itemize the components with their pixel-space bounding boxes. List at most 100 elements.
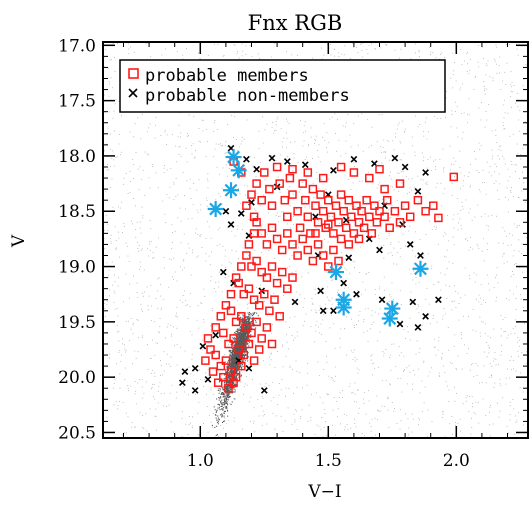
field-star: [515, 326, 516, 327]
field-star: [123, 223, 125, 224]
field-star: [246, 321, 248, 323]
field-star: [455, 111, 456, 112]
field-star: [247, 317, 249, 319]
field-star: [392, 140, 394, 142]
field-star: [225, 401, 227, 403]
field-star: [499, 183, 501, 185]
field-star: [248, 343, 250, 345]
field-star: [515, 422, 517, 423]
field-star: [207, 369, 209, 371]
field-star: [136, 319, 138, 320]
field-star: [345, 126, 346, 128]
field-star: [243, 332, 245, 334]
field-star: [304, 121, 306, 122]
field-star: [341, 53, 343, 55]
field-star: [234, 332, 236, 334]
field-star: [246, 304, 248, 305]
field-star: [241, 333, 243, 335]
field-star: [411, 431, 413, 433]
field-star: [433, 160, 434, 162]
field-star: [214, 122, 215, 124]
field-star: [201, 119, 203, 121]
field-star: [445, 256, 447, 258]
field-star: [127, 416, 129, 418]
field-star: [259, 58, 260, 60]
field-star: [236, 367, 238, 369]
field-star: [195, 228, 197, 230]
field-star: [407, 418, 409, 420]
field-star: [397, 216, 399, 217]
field-star: [230, 350, 232, 352]
field-star: [368, 390, 369, 392]
field-star: [112, 43, 114, 45]
field-star: [228, 168, 230, 169]
field-star: [218, 143, 220, 145]
field-star: [436, 118, 438, 119]
field-star: [371, 324, 373, 325]
field-star: [201, 339, 203, 341]
field-star: [328, 299, 330, 301]
field-star: [354, 206, 356, 208]
field-star: [393, 304, 395, 306]
field-star: [221, 404, 223, 406]
field-star: [419, 124, 421, 125]
field-star: [202, 360, 204, 362]
field-star: [383, 355, 385, 357]
field-star: [435, 166, 436, 167]
field-star: [183, 386, 184, 388]
field-star: [236, 328, 238, 330]
field-star: [440, 54, 441, 55]
field-star: [316, 392, 317, 394]
field-star: [448, 389, 450, 391]
field-star: [140, 249, 142, 251]
field-star: [384, 405, 386, 407]
field-star: [300, 120, 301, 122]
field-star: [389, 384, 391, 386]
field-star: [485, 323, 487, 325]
field-star: [134, 426, 136, 428]
field-star: [229, 369, 231, 371]
field-star: [327, 43, 328, 45]
field-star: [121, 151, 122, 153]
field-star: [390, 185, 392, 187]
field-star: [118, 351, 120, 353]
field-star: [212, 156, 214, 158]
field-star: [223, 415, 225, 417]
field-star: [469, 396, 470, 398]
field-star: [145, 413, 147, 415]
field-star: [240, 330, 242, 332]
field-star: [462, 206, 463, 207]
field-star: [488, 171, 490, 173]
field-star: [228, 371, 230, 373]
field-star: [444, 274, 446, 276]
field-star: [364, 435, 365, 436]
field-star: [197, 305, 199, 307]
field-star: [244, 354, 246, 356]
field-star: [311, 309, 312, 311]
field-star: [104, 248, 106, 250]
field-star: [214, 120, 216, 121]
field-star: [180, 136, 182, 138]
field-star: [107, 127, 109, 129]
field-star: [152, 370, 154, 371]
field-star: [377, 409, 378, 411]
field-star: [378, 114, 380, 116]
field-star: [226, 383, 228, 385]
field-star: [110, 242, 112, 244]
field-star: [235, 344, 237, 346]
field-star: [190, 274, 192, 276]
field-star: [507, 368, 508, 370]
field-star: [321, 417, 323, 418]
field-star: [465, 199, 467, 201]
field-star: [455, 307, 457, 308]
field-star: [349, 134, 351, 136]
field-star: [503, 117, 505, 119]
field-star: [125, 321, 127, 322]
field-star: [241, 43, 243, 45]
field-star: [241, 326, 243, 328]
field-star: [308, 145, 309, 147]
field-star: [241, 140, 243, 142]
field-star: [458, 303, 460, 304]
field-star: [260, 284, 261, 286]
field-star: [140, 266, 142, 268]
